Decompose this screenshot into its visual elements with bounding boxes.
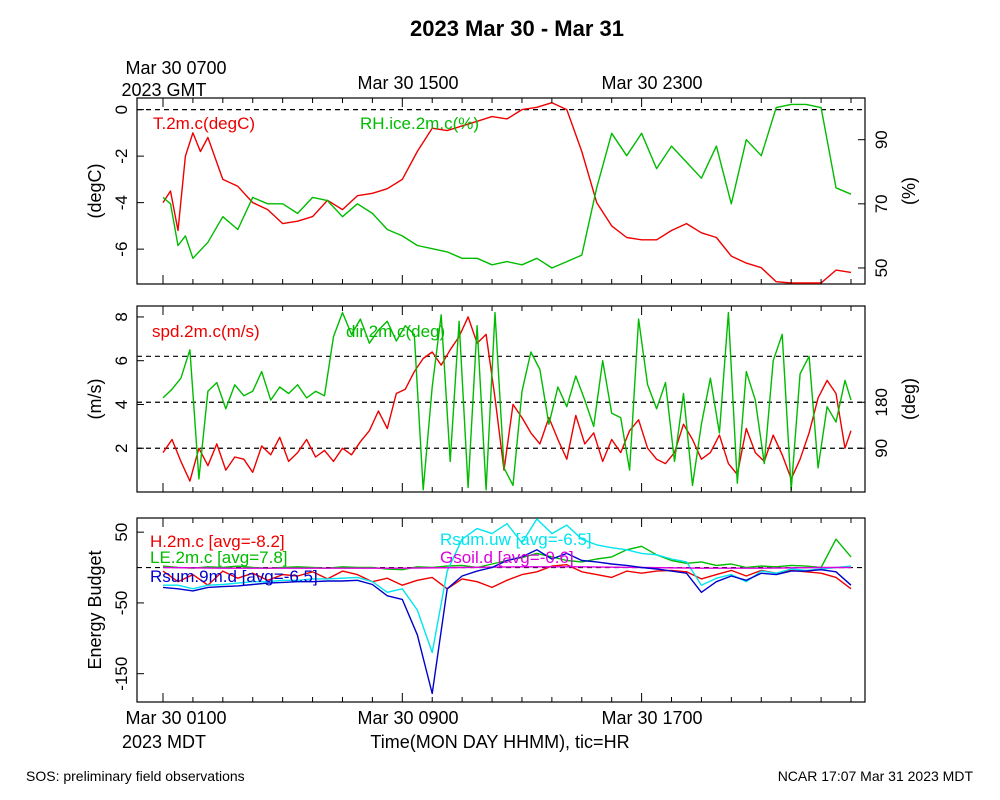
wind-panel: 2 4 6 8 90 180 spd.2m.c(m/s) dir.2m.c(deg) (m… bbox=[85, 305, 919, 493]
legend-rh-ice: RH.ice.2m.c(%) bbox=[360, 114, 479, 133]
bottom-axis-label-0: Mar 30 0100 bbox=[125, 708, 226, 728]
y-tick-label: -150 bbox=[112, 657, 131, 691]
bottom-axis-label-1: Mar 30 0900 bbox=[357, 708, 458, 728]
y2-tick-label: 90 bbox=[872, 439, 891, 458]
temperature-rh-panel: 0 -2 -4 -6 50 70 90 T.2m.c(degC) RH.ice.2m.c(%… bbox=[85, 97, 919, 285]
y-axis-label-left: (degC) bbox=[85, 163, 105, 218]
y-tick-label: 4 bbox=[112, 400, 131, 409]
footer-left: SOS: preliminary field observations bbox=[26, 768, 245, 784]
legend-sensible-heat: H.2m.c [avg=-8.2] bbox=[150, 532, 285, 551]
y-axis-label-left: (m/s) bbox=[85, 379, 105, 420]
panel-series bbox=[162, 518, 852, 695]
top-axis-label-1: Mar 30 1500 bbox=[357, 73, 458, 93]
bottom-axis-label-2: Mar 30 1700 bbox=[601, 708, 702, 728]
y2-tick-label: 90 bbox=[872, 130, 891, 149]
y-tick-label: -50 bbox=[112, 591, 131, 616]
bottom-axis-sublabel: 2023 MDT bbox=[122, 732, 206, 752]
legend-rsum-9m: Rsum.9m.d [avg=-6.5] bbox=[150, 567, 318, 586]
y-tick-label: 2 bbox=[112, 444, 131, 453]
footer-right: NCAR 17:07 Mar 31 2023 MDT bbox=[778, 768, 974, 784]
y-axis-label-right: (%) bbox=[899, 177, 919, 205]
panel-ticks: 2 4 6 8 90 180 bbox=[112, 306, 891, 492]
legend-rsum-uw: Rsum.uw [avg=-6.5] bbox=[440, 530, 592, 549]
panel-frame bbox=[136, 97, 866, 285]
panel-ticks: 50 -50 -150 bbox=[112, 518, 852, 702]
panel-frame bbox=[136, 517, 866, 703]
panel-series bbox=[162, 311, 852, 491]
legend-direction: dir.2m.c(deg) bbox=[346, 322, 445, 341]
y-tick-label: 0 bbox=[112, 105, 131, 114]
top-axis-label-2: Mar 30 2300 bbox=[601, 73, 702, 93]
top-axis-label-0: Mar 30 0700 bbox=[125, 58, 226, 78]
series-line-dir-2m-c-deg- bbox=[162, 311, 852, 491]
panel-ticks: 0 -2 -4 -6 50 70 90 bbox=[112, 98, 891, 284]
top-axis-sublabel: 2023 GMT bbox=[121, 80, 206, 100]
series-line-gsoil-d-avg-0-6- bbox=[162, 566, 851, 569]
panel-series bbox=[162, 102, 852, 284]
y2-tick-label: 50 bbox=[872, 259, 891, 278]
y-axis-label-right: (deg) bbox=[899, 378, 919, 420]
chart-title: 2023 Mar 30 - Mar 31 bbox=[410, 16, 624, 41]
y-tick-label: -6 bbox=[112, 242, 131, 257]
series-line-rh-ice-2m-c- bbox=[162, 103, 852, 269]
legend-gsoil: Gsoil.d [avg=-0.6] bbox=[440, 548, 574, 567]
y2-tick-label: 180 bbox=[872, 388, 891, 416]
y-tick-label: -2 bbox=[112, 149, 131, 164]
y-tick-label: 50 bbox=[112, 523, 131, 542]
series-line-h-2m-c-avg-8-2- bbox=[162, 564, 852, 590]
panel-frame bbox=[136, 305, 866, 493]
y-axis-label-left: Energy Budget bbox=[85, 550, 105, 669]
legend-latent-heat: LE.2m.c [avg=7.8] bbox=[150, 548, 288, 567]
legend-speed: spd.2m.c(m/s) bbox=[152, 322, 260, 341]
y-tick-label: 8 bbox=[112, 312, 131, 321]
x-axis-label: Time(MON DAY HHMM), tic=HR bbox=[370, 732, 629, 752]
y2-tick-label: 70 bbox=[872, 194, 891, 213]
series-line-t-2m-c-degc- bbox=[162, 102, 852, 284]
y-tick-label: -4 bbox=[112, 195, 131, 210]
series-line-spd-2m-c-m-s- bbox=[162, 316, 852, 482]
energy-budget-panel: 50 -50 -150 H.2m.c [avg=-8.2] LE.2m.c [avg… bbox=[85, 517, 866, 703]
legend-temperature: T.2m.c(degC) bbox=[153, 114, 255, 133]
series-line-rsum-9m-d-avg-6-5- bbox=[162, 549, 852, 695]
y-tick-label: 6 bbox=[112, 356, 131, 365]
